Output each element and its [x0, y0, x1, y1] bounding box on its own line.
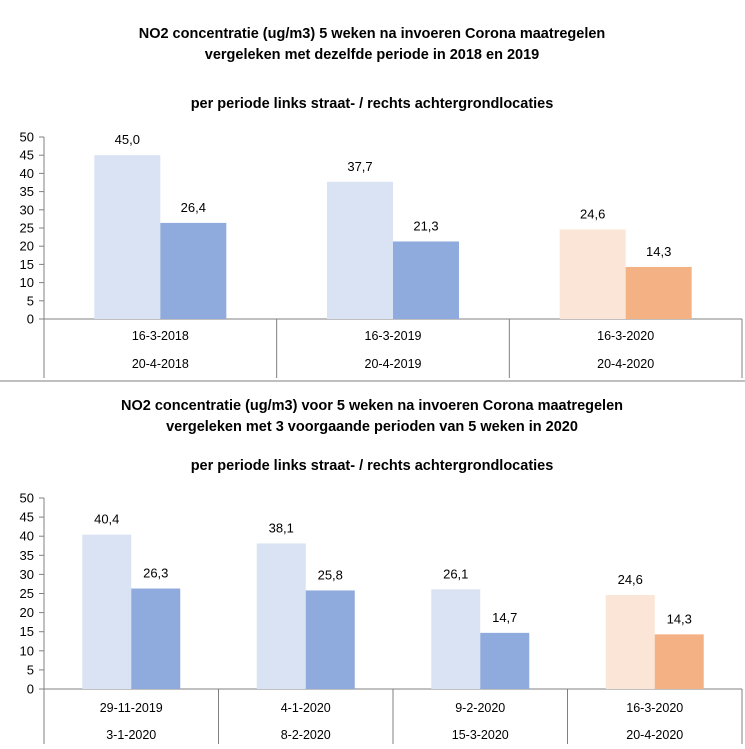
category-label: 8-2-2020	[281, 728, 331, 742]
bar	[605, 595, 655, 689]
data-label: 26,1	[443, 566, 468, 581]
data-label: 38,1	[269, 520, 294, 535]
bar	[160, 222, 227, 319]
y-tick-label: 15	[20, 257, 34, 272]
chart-subtitle: per periode links straat- / rechts achte…	[191, 458, 554, 474]
data-label: 24,6	[580, 206, 605, 221]
y-tick-label: 30	[20, 567, 34, 582]
bar	[654, 634, 704, 689]
y-tick-label: 25	[20, 586, 34, 601]
category-label: 16-3-2019	[365, 329, 422, 343]
chart-panel-top: NO2 concentratie (ug/m3) 5 weken na invo…	[20, 26, 743, 378]
panel-divider	[0, 380, 745, 382]
bar	[327, 181, 393, 319]
y-tick-label: 25	[20, 221, 34, 236]
data-label: 37,7	[347, 159, 372, 174]
y-tick-label: 0	[27, 312, 34, 327]
y-tick-label: 40	[20, 529, 34, 544]
category-label: 20-4-2020	[597, 357, 654, 371]
data-label: 21,3	[413, 218, 438, 233]
category-label: 16-3-2018	[132, 329, 189, 343]
y-tick-label: 50	[20, 130, 34, 145]
y-tick-label: 5	[27, 662, 34, 677]
data-label: 25,8	[318, 567, 343, 582]
y-tick-label: 10	[20, 275, 34, 290]
y-tick-label: 35	[20, 548, 34, 563]
chart-title-line: vergeleken met dezelfde periode in 2018 …	[205, 47, 539, 63]
data-label: 14,3	[646, 244, 671, 259]
y-tick-label: 10	[20, 643, 34, 658]
bar	[393, 241, 459, 319]
category-label: 4-1-2020	[281, 701, 331, 715]
category-label: 16-3-2020	[626, 701, 683, 715]
y-tick-label: 15	[20, 624, 34, 639]
y-tick-label: 45	[20, 510, 34, 525]
data-label: 26,3	[143, 566, 168, 581]
bar	[559, 229, 626, 319]
chart-subtitle: per periode links straat- / rechts achte…	[191, 96, 554, 112]
data-label: 40,4	[94, 512, 119, 527]
y-tick-label: 0	[27, 682, 34, 697]
category-label: 16-3-2020	[597, 329, 654, 343]
bar	[131, 588, 181, 689]
bar	[480, 632, 530, 689]
y-tick-label: 40	[20, 166, 34, 181]
data-label: 24,6	[618, 572, 643, 587]
category-label: 29-11-2019	[100, 701, 163, 715]
y-tick-label: 45	[20, 148, 34, 163]
y-tick-label: 35	[20, 184, 34, 199]
chart-title-line: vergeleken met 3 voorgaande perioden van…	[166, 419, 578, 435]
category-label: 9-2-2020	[455, 701, 505, 715]
bar	[625, 266, 692, 319]
data-label: 14,7	[492, 610, 517, 625]
chart-title-line: NO2 concentratie (ug/m3) 5 weken na invo…	[139, 26, 606, 42]
data-label: 14,3	[667, 611, 692, 626]
category-label: 20-4-2020	[626, 728, 683, 742]
y-tick-label: 30	[20, 202, 34, 217]
bar	[305, 590, 355, 689]
y-tick-label: 20	[20, 605, 34, 620]
bar	[431, 589, 481, 689]
y-tick-label: 20	[20, 239, 34, 254]
chart-panel-bottom: NO2 concentratie (ug/m3) voor 5 weken na…	[0, 382, 745, 744]
category-label: 15-3-2020	[452, 728, 509, 742]
y-tick-label: 5	[27, 293, 34, 308]
chart-title-line: NO2 concentratie (ug/m3) voor 5 weken na…	[121, 398, 623, 414]
bar	[256, 543, 306, 689]
bar-chart-top: NO2 concentratie (ug/m3) 5 weken na invo…	[20, 26, 743, 378]
data-label: 45,0	[115, 132, 140, 147]
data-label: 26,4	[181, 200, 206, 215]
category-label: 20-4-2019	[365, 357, 422, 371]
bar	[94, 155, 161, 319]
bar-chart-bottom: NO2 concentratie (ug/m3) voor 5 weken na…	[20, 398, 743, 744]
y-tick-label: 50	[20, 491, 34, 506]
category-label: 3-1-2020	[106, 728, 156, 742]
category-label: 20-4-2018	[132, 357, 189, 371]
bar	[82, 534, 132, 689]
